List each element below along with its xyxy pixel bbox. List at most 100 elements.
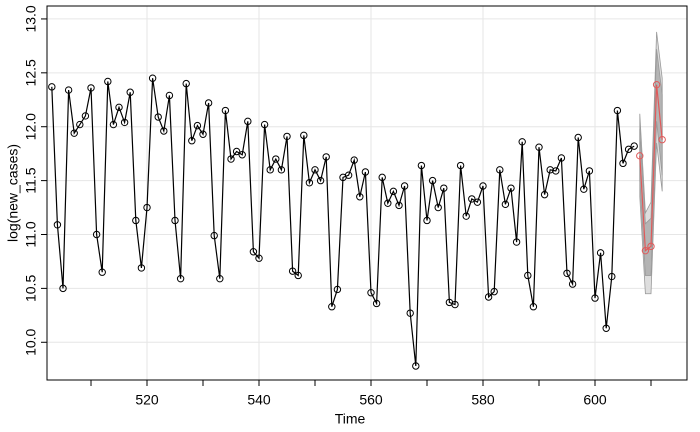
data-point: [568, 280, 577, 288]
plot-frame: [46, 5, 688, 381]
data-point: [512, 238, 521, 246]
prediction-band: [639, 49, 663, 276]
data-point: [658, 135, 666, 144]
data-point: [490, 287, 498, 296]
data-point: [591, 294, 599, 302]
data-point: [316, 176, 325, 185]
data-point: [524, 271, 532, 280]
data-point: [535, 143, 543, 151]
data-point: [176, 274, 185, 283]
data-point: [232, 147, 241, 156]
data-point: [76, 120, 84, 129]
data-point: [484, 293, 493, 301]
data-point: [64, 86, 73, 94]
data-point: [596, 249, 605, 257]
data-point: [266, 166, 274, 174]
data-point: [613, 106, 622, 115]
data-point: [221, 106, 230, 115]
data-point: [540, 190, 549, 199]
data-point: [272, 155, 280, 163]
data-point: [361, 168, 370, 176]
data-point: [552, 167, 560, 175]
y-axis-label: log(new_cases): [5, 144, 21, 242]
data-point: [148, 74, 157, 82]
y-tick-label: 11.0: [23, 221, 39, 247]
data-point: [87, 84, 95, 92]
y-tick-label: 13.0: [23, 5, 39, 32]
data-point: [423, 216, 431, 225]
y-tick-label: 12.5: [23, 59, 39, 86]
data-point: [462, 212, 470, 220]
x-tick-label: 580: [471, 392, 495, 408]
data-point: [120, 118, 129, 127]
data-point: [372, 299, 381, 308]
data-point: [260, 120, 269, 129]
data-point: [350, 156, 358, 164]
data-point: [92, 230, 101, 239]
data-point: [283, 132, 291, 141]
data-point: [412, 362, 420, 370]
data-point: [126, 88, 134, 96]
data-point: [647, 242, 655, 251]
data-point: [378, 173, 386, 182]
data-point: [417, 161, 426, 170]
data-point: [496, 166, 504, 174]
series-line: [51, 78, 635, 367]
data-point: [456, 161, 465, 170]
data-point: [406, 309, 414, 317]
data-point: [238, 151, 246, 159]
data-point: [294, 271, 302, 280]
data-point: [574, 133, 582, 142]
data-point: [434, 203, 442, 212]
data-point: [143, 203, 151, 212]
data-point: [507, 184, 515, 192]
data-point: [300, 131, 308, 140]
data-point: [288, 267, 297, 275]
data-point: [630, 142, 638, 150]
data-point: [311, 166, 319, 174]
data-point: [400, 182, 409, 190]
data-point: [210, 231, 218, 240]
data-point: [529, 303, 538, 311]
data-point: [227, 155, 235, 163]
x-tick-label: 560: [359, 392, 383, 408]
data-point: [165, 91, 174, 100]
series-line: [639, 84, 663, 252]
data-point: [479, 182, 487, 190]
data-point: [580, 185, 588, 193]
data-point: [636, 152, 644, 160]
y-tick-label: 10.0: [23, 328, 39, 355]
data-point: [249, 248, 258, 256]
data-point: [305, 179, 314, 187]
data-point: [563, 269, 571, 277]
y-tick-label: 10.5: [23, 275, 39, 302]
x-axis-label: Time: [335, 411, 366, 427]
data-point: [501, 200, 510, 209]
data-point: [473, 198, 482, 206]
data-point: [585, 167, 594, 175]
data-point: [160, 127, 168, 135]
data-point: [81, 112, 90, 120]
data-point: [188, 137, 196, 145]
data-point: [277, 166, 286, 174]
data-point: [602, 324, 610, 332]
data-point: [546, 166, 554, 174]
data-point: [451, 300, 459, 309]
data-point: [216, 274, 224, 283]
data-point: [333, 285, 342, 294]
data-point: [557, 154, 566, 162]
data-point: [619, 159, 627, 168]
y-tick-label: 12.0: [23, 113, 39, 140]
data-point: [98, 268, 106, 276]
data-point: [624, 145, 633, 154]
data-point: [344, 171, 353, 179]
data-point: [115, 103, 123, 112]
data-point: [132, 216, 140, 225]
x-tick-label: 540: [247, 392, 271, 408]
data-point: [137, 264, 146, 272]
data-point: [356, 193, 364, 201]
data-point: [255, 254, 263, 262]
data-point: [109, 120, 118, 129]
data-point: [154, 113, 162, 121]
data-point: [389, 187, 398, 196]
